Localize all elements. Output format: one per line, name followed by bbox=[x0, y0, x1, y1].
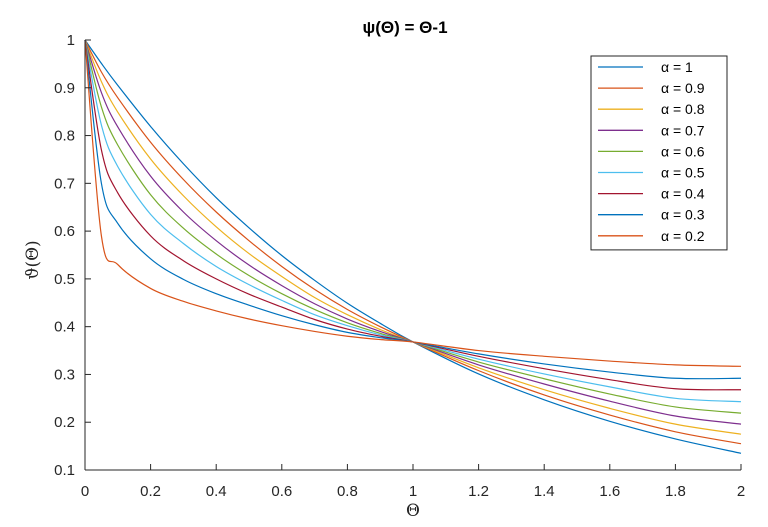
y-tick-label: 0.1 bbox=[54, 462, 75, 479]
x-tick-label: 2 bbox=[737, 483, 745, 500]
x-tick-label: 0 bbox=[81, 483, 89, 500]
legend: α = 1 α = 0.9 α = 0.8 α = 0.7 α = 0.6 α = 0.5… bbox=[590, 55, 728, 251]
y-tick-label: 0.9 bbox=[54, 80, 75, 97]
legend-entry: α = 0.4 bbox=[661, 186, 705, 202]
x-tick-label: 1.4 bbox=[534, 483, 555, 500]
x-tick-label: 1.6 bbox=[599, 483, 620, 500]
series-line-4 bbox=[84, 39, 742, 425]
legend-entry: α = 0.8 bbox=[661, 101, 705, 117]
x-tick-label: 1.2 bbox=[468, 483, 489, 500]
x-tick-label: 1.8 bbox=[665, 483, 686, 500]
y-tick-label: 0.6 bbox=[54, 223, 75, 240]
chart-title: ψ(Θ) = Θ-1 bbox=[362, 18, 447, 37]
legend-entry: α = 1 bbox=[661, 59, 693, 75]
series-line-3 bbox=[84, 39, 742, 435]
legend-entry: α = 0.5 bbox=[661, 165, 705, 181]
legend-entry: α = 0.2 bbox=[661, 228, 705, 244]
y-tick-label: 0.3 bbox=[54, 366, 75, 383]
x-tick-label: 0.4 bbox=[206, 483, 227, 500]
y-tick-label: 0.4 bbox=[54, 319, 75, 336]
series-lines bbox=[84, 39, 742, 454]
y-axis-label: ϑ(Θ) bbox=[23, 240, 43, 279]
x-axis-ticks: 0 0.2 0.4 0.6 0.8 1 1.2 1.4 1.6 1.8 2 bbox=[81, 464, 745, 500]
x-tick-label: 1 bbox=[409, 483, 417, 500]
series-line-9 bbox=[84, 39, 742, 367]
legend-entry: α = 0.9 bbox=[661, 80, 705, 96]
y-axis-ticks: 0.1 0.2 0.3 0.4 0.5 0.6 0.7 0.8 0.9 1 bbox=[54, 32, 91, 479]
legend-entry: α = 0.3 bbox=[661, 207, 705, 223]
y-tick-label: 0.5 bbox=[54, 271, 75, 288]
legend-entry: α = 0.6 bbox=[661, 143, 705, 159]
y-tick-label: 0.7 bbox=[54, 175, 75, 192]
y-tick-label: 1 bbox=[67, 32, 75, 49]
series-line-1 bbox=[84, 39, 742, 454]
y-tick-label: 0.2 bbox=[54, 414, 75, 431]
series-line-6 bbox=[84, 39, 742, 403]
y-tick-label: 0.8 bbox=[54, 128, 75, 145]
legend-box bbox=[590, 55, 728, 251]
x-tick-label: 0.6 bbox=[271, 483, 292, 500]
series-line-5 bbox=[84, 39, 742, 414]
x-tick-label: 0.8 bbox=[337, 483, 358, 500]
series-line-2 bbox=[84, 39, 742, 445]
legend-entry: α = 0.7 bbox=[661, 122, 705, 138]
x-axis-label: Θ bbox=[406, 501, 420, 521]
series-line-8 bbox=[84, 39, 742, 380]
series-line-7 bbox=[84, 39, 742, 391]
x-tick-label: 0.2 bbox=[140, 483, 161, 500]
